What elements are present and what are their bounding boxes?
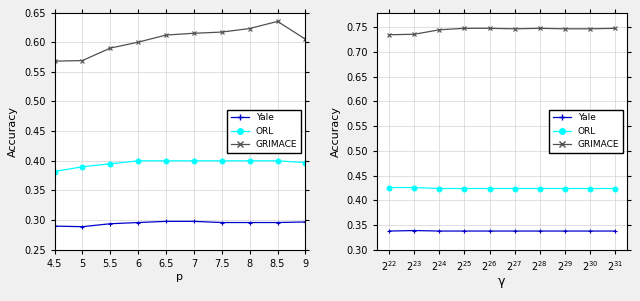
Yale	[486, 229, 493, 233]
Legend: Yale, ORL, GRIMACE: Yale, ORL, GRIMACE	[227, 110, 301, 153]
Yale	[611, 229, 619, 233]
GRIMACE	[385, 33, 393, 36]
GRIMACE	[190, 32, 198, 35]
Yale	[134, 221, 142, 224]
Line: ORL: ORL	[387, 185, 618, 191]
Yale	[410, 229, 418, 232]
GRIMACE	[218, 30, 226, 34]
ORL	[51, 170, 58, 173]
ORL	[246, 159, 253, 163]
Yale	[461, 229, 468, 233]
Yale	[162, 219, 170, 223]
GRIMACE	[611, 26, 619, 30]
GRIMACE	[536, 26, 543, 30]
GRIMACE	[486, 26, 493, 30]
Line: GRIMACE: GRIMACE	[387, 26, 618, 37]
Yale	[561, 229, 568, 233]
Line: ORL: ORL	[52, 158, 308, 174]
GRIMACE	[586, 27, 594, 31]
GRIMACE	[410, 33, 418, 36]
ORL	[486, 187, 493, 190]
GRIMACE	[561, 27, 568, 31]
ORL	[218, 159, 226, 163]
ORL	[190, 159, 198, 163]
Yale	[190, 219, 198, 223]
ORL	[586, 187, 594, 190]
ORL	[134, 159, 142, 163]
Yale	[536, 229, 543, 233]
Yale	[218, 221, 226, 224]
Line: GRIMACE: GRIMACE	[52, 19, 308, 64]
GRIMACE	[134, 40, 142, 44]
Yale	[385, 229, 393, 233]
GRIMACE	[435, 28, 443, 32]
ORL	[162, 159, 170, 163]
Yale	[106, 222, 114, 225]
Y-axis label: Accuracy: Accuracy	[8, 106, 19, 157]
ORL	[611, 187, 619, 190]
GRIMACE	[51, 59, 58, 63]
GRIMACE	[106, 46, 114, 50]
Yale	[511, 229, 518, 233]
Line: Yale: Yale	[52, 219, 308, 229]
GRIMACE	[246, 27, 253, 30]
ORL	[435, 187, 443, 190]
ORL	[106, 162, 114, 166]
X-axis label: p: p	[177, 272, 184, 282]
ORL	[561, 187, 568, 190]
ORL	[511, 187, 518, 190]
Legend: Yale, ORL, GRIMACE: Yale, ORL, GRIMACE	[549, 110, 623, 153]
ORL	[461, 187, 468, 190]
ORL	[301, 161, 309, 164]
ORL	[79, 165, 86, 169]
Yale	[301, 220, 309, 224]
GRIMACE	[461, 26, 468, 30]
GRIMACE	[162, 33, 170, 37]
Yale	[435, 229, 443, 233]
ORL	[536, 187, 543, 190]
X-axis label: γ: γ	[499, 275, 506, 288]
GRIMACE	[79, 59, 86, 62]
Line: Yale: Yale	[387, 228, 618, 234]
Yale	[79, 225, 86, 228]
ORL	[274, 159, 282, 163]
Yale	[274, 221, 282, 224]
GRIMACE	[511, 27, 518, 31]
Y-axis label: Accuracy: Accuracy	[330, 106, 340, 157]
GRIMACE	[274, 20, 282, 23]
Yale	[51, 224, 58, 228]
Yale	[246, 221, 253, 224]
ORL	[385, 186, 393, 189]
ORL	[410, 186, 418, 189]
Yale	[586, 229, 594, 233]
GRIMACE	[301, 37, 309, 41]
